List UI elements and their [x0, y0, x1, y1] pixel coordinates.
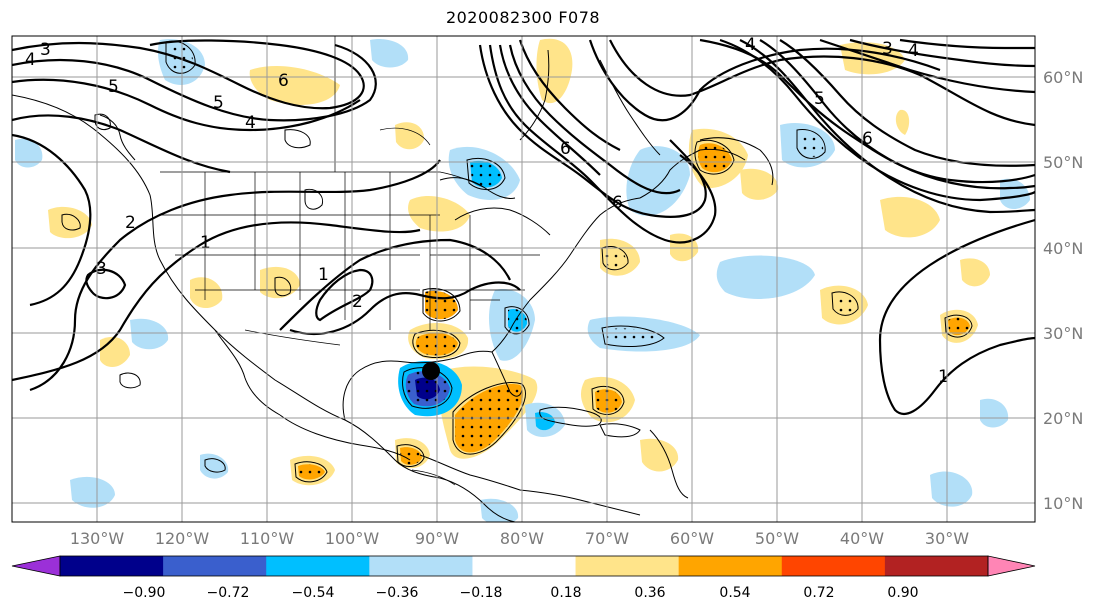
- contour-label: 3: [96, 259, 107, 279]
- map-frame: [11, 35, 1036, 523]
- contour-label: 5: [213, 93, 224, 113]
- significance-outlines: [61, 40, 973, 483]
- contour-label: 2: [125, 213, 136, 233]
- contour-label: 1: [938, 367, 949, 387]
- colorbar: −0.90 −0.72 −0.54 −0.36 −0.18 0.18 0.36 …: [11, 555, 1036, 601]
- colorbar-segment: [266, 556, 370, 576]
- contour-label: 5: [814, 89, 825, 109]
- colorbar-tick-labels: −0.90 −0.72 −0.54 −0.36 −0.18 0.18 0.36 …: [123, 585, 919, 601]
- contour-label: 6: [560, 139, 571, 159]
- contour-label: 4: [25, 50, 36, 70]
- map-title: 2020082300 F078: [445, 8, 601, 27]
- contour-label: 4: [908, 41, 919, 61]
- lon-label: 100°W: [325, 529, 380, 548]
- colorbar-tick: −0.18: [460, 585, 503, 601]
- lat-label: 60°N: [1043, 68, 1083, 87]
- colorbar-tick: 0.36: [634, 585, 665, 601]
- colorbar-segment: [369, 556, 473, 576]
- contour-label: 3: [40, 40, 51, 60]
- contour-label: 4: [245, 113, 256, 133]
- colorbar-segment: [575, 556, 680, 576]
- contour-label: 6: [278, 71, 289, 91]
- lat-label: 10°N: [1043, 494, 1083, 513]
- lat-label: 40°N: [1043, 239, 1083, 258]
- colorbar-segment: [60, 556, 164, 576]
- contour-label: 5: [108, 77, 119, 97]
- lat-label: 30°N: [1043, 324, 1083, 343]
- lon-label: 120°W: [155, 529, 210, 548]
- lon-label: 50°W: [755, 529, 799, 548]
- contour-label: 4: [745, 35, 756, 55]
- political-borders: [160, 36, 540, 486]
- colorbar-segment: [781, 556, 886, 576]
- contour-label: 2: [352, 292, 363, 312]
- colorbar-tick: −0.90: [123, 585, 166, 601]
- contour-label: 6: [862, 129, 873, 149]
- lon-label: 90°W: [415, 529, 459, 548]
- contour-labels: 3 4 5 5 4 6 2 1 1 2 3 6 6 4 3 4 6 5 1: [25, 35, 949, 387]
- lat-label: 50°N: [1043, 153, 1083, 172]
- lat-label: 20°N: [1043, 409, 1083, 428]
- height-contours: [12, 38, 1035, 415]
- lon-label: 40°W: [840, 529, 884, 548]
- colorbar-outline: [59, 555, 989, 577]
- longitude-labels: 130°W 120°W 110°W 100°W 90°W 80°W 70°W 6…: [70, 529, 969, 548]
- gridlines: [12, 36, 1035, 522]
- contour-label: 6: [612, 193, 623, 213]
- contour-label: 3: [882, 39, 893, 59]
- map-area: 3 4 5 5 4 6 2 1 1 2 3 6 6 4 3 4 6 5 1: [12, 35, 1035, 522]
- lon-label: 80°W: [500, 529, 544, 548]
- lon-label: 110°W: [240, 529, 295, 548]
- colorbar-tick: 0.90: [887, 585, 918, 601]
- lon-label: 130°W: [70, 529, 125, 548]
- colorbar-tick: −0.36: [376, 585, 419, 601]
- lon-label: 60°W: [670, 529, 714, 548]
- colorbar-tick: 0.72: [803, 585, 834, 601]
- lon-label: 70°W: [585, 529, 629, 548]
- colorbar-segment: [163, 556, 267, 576]
- contour-label: 1: [200, 233, 211, 253]
- colorbar-extend-high: [987, 555, 1036, 577]
- colorbar-tick: −0.72: [207, 585, 250, 601]
- colorbar-segment: [884, 556, 989, 576]
- colorbar-extend-low: [11, 555, 61, 577]
- colorbar-tick: −0.54: [292, 585, 335, 601]
- colorbar-tick: 0.18: [550, 585, 581, 601]
- storm-center-marker: [422, 362, 440, 380]
- colorbar-segment: [678, 556, 783, 576]
- colorbar-segment: [472, 556, 577, 576]
- latitude-labels: 60°N 50°N 40°N 30°N 20°N 10°N: [1043, 68, 1083, 513]
- contour-label: 1: [318, 265, 329, 285]
- lon-label: 30°W: [925, 529, 969, 548]
- colorbar-tick: 0.54: [719, 585, 750, 601]
